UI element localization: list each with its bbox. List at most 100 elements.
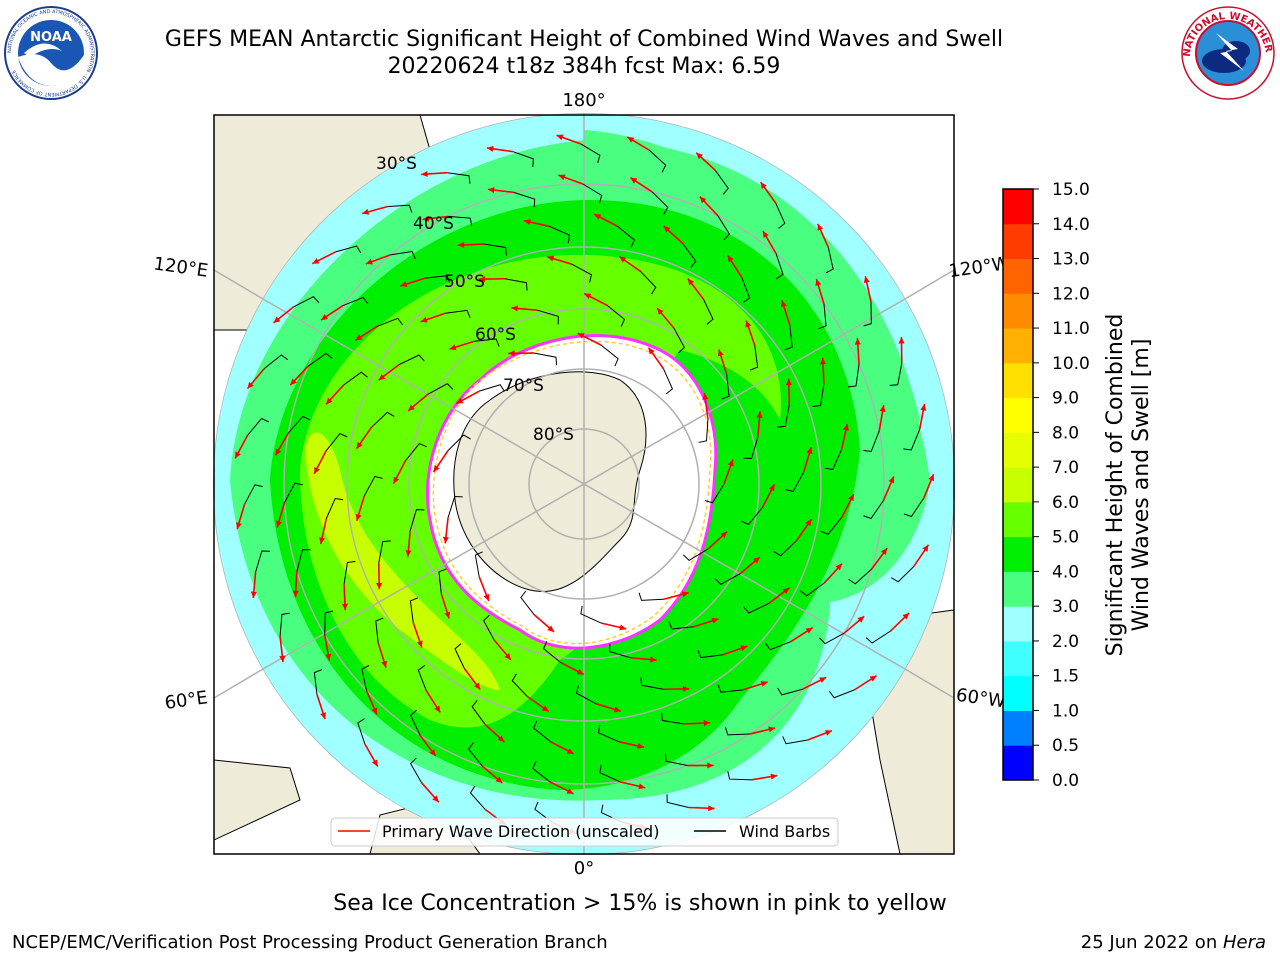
wave-arrow-head [727,255,734,263]
colorbar-segment [1003,675,1033,711]
colorbar-tick-label: 14.0 [1052,215,1090,235]
sea-ice-caption: Sea Ice Concentration > 15% is shown in … [333,891,947,916]
wave-arrow-head [400,281,408,288]
wind-barb [750,345,759,371]
wind-barb [513,191,536,208]
lon-label-180: 180° [562,90,605,111]
wave-arrow-head [902,612,910,620]
wave-arrow-head [848,494,854,502]
wave-arrow-head [365,258,373,265]
wind-barb [682,548,709,561]
wave-arrow-head [682,685,690,692]
wave-arrow-head [314,466,320,474]
wave-arrow-head [566,748,574,754]
wind-barb [600,344,619,367]
wave-arrow-head [842,423,849,431]
wind-barb [661,712,685,725]
wave-arrow-head [473,682,481,690]
wave-arrow-head [637,742,645,749]
wave-arrow-head [279,655,286,663]
colorbar-tick-label: 0.5 [1052,736,1079,756]
wave-arrow-head [422,215,430,222]
colorbar-segment [1003,536,1033,572]
lon-label-120w: 120°W [947,253,1011,282]
wind-barb [717,684,743,693]
wind-barb [399,354,425,365]
wave-arrow-head [504,653,511,660]
wind-barb [377,317,403,327]
wave-arrow-head [250,591,257,598]
wave-arrow-head [320,712,327,720]
colorbar-tick-label: 2.0 [1052,632,1079,652]
wind-barb [454,643,465,669]
wind-barb [471,700,486,725]
wind-barb [363,475,383,497]
wave-arrow-head [408,404,415,411]
colorbar-segment [1003,293,1033,329]
wind-barb [640,271,657,295]
wave-arrow-head [806,447,813,455]
wind-barb [848,568,873,585]
colorbar-tick-label: 6.0 [1052,493,1079,513]
wave-arrow-head [805,627,813,634]
wave-arrow-head [619,256,627,263]
wind-barb [425,275,451,284]
lon-label-0: 0° [574,858,594,879]
wave-arrow-head [275,448,282,456]
wind-barb [409,597,418,623]
wind-barb [511,673,528,697]
wave-arrow-head [511,305,518,312]
wave-arrow-head [805,519,812,527]
colorbar-tick-label: 15.0 [1052,180,1090,200]
colorbar-segment [1003,745,1033,781]
wind-barb [777,404,790,428]
wave-arrow-head [650,656,657,663]
wind-barb [448,215,473,227]
colorbar-segment [1003,640,1033,677]
wind-barb [865,630,891,644]
wind-barb [343,561,356,585]
colorbar-segment [1003,710,1033,746]
wave-arrow-head [273,316,281,323]
colorbar-tick-label: 10.0 [1052,354,1090,374]
wind-barb [335,245,362,254]
colorbar-tick-label: 0.0 [1052,771,1079,791]
colorbar: 0.0 0.5 1.0 1.5 2.0 3.0 4.0 5.0 6.0 7.0 8.0 9.0 10.0… [1002,180,1090,791]
wave-arrow-head [820,357,827,365]
colorbar-segment [1003,362,1033,399]
lon-label-120e: 120°E [152,253,209,281]
wind-barb [447,496,463,518]
wave-arrow-head [663,225,671,233]
wave-arrow-head [376,582,383,590]
wind-barb [903,497,925,518]
wave-arrow-head [760,182,767,190]
wind-barb [863,500,884,520]
wind-barb [721,374,730,400]
wave-arrow-head [880,548,888,555]
wave-arrow-head [703,720,711,727]
wave-arrow-head [627,136,635,143]
colorbar-tick-label: 12.0 [1052,284,1090,304]
noaa-logo-text: NOAA [30,30,72,45]
wave-arrow-head [236,522,242,530]
wind-barb [651,191,669,215]
wave-arrow-head [740,645,748,652]
wind-barb [474,551,483,577]
wind-barb [512,151,534,167]
wind-barb [889,363,903,386]
wave-arrow-head [457,241,465,248]
wind-barb [724,727,750,736]
wind-barb [504,278,528,291]
map-frame [213,114,955,855]
lat-label-60s: 60°S [475,325,516,345]
wind-barb [343,371,368,386]
wind-barb [609,643,631,659]
wind-barb [582,183,603,204]
footer-credit: NCEP/EMC/Verification Post Processing Pr… [12,932,608,953]
wind-barb [597,724,619,743]
colorbar-segment [1003,258,1033,294]
wave-arrow-head [835,563,843,571]
wind-barb [447,434,471,451]
wave-arrow-head [321,314,328,321]
wave-arrow-head [547,625,555,632]
